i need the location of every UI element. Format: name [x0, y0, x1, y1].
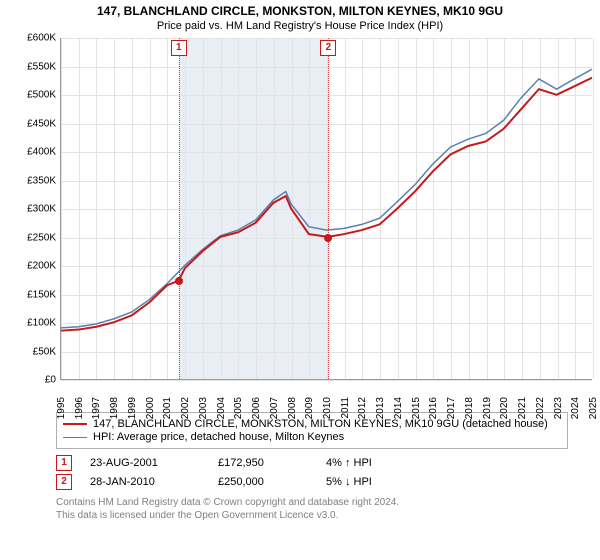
x-tick-label: 2020	[499, 397, 510, 419]
transaction-date: 23-AUG-2001	[90, 457, 200, 469]
x-tick-label: 2017	[446, 397, 457, 419]
footer-line1: Contains HM Land Registry data © Crown c…	[56, 496, 568, 509]
legend-swatch	[63, 437, 87, 438]
y-tick-label: £100K	[27, 318, 56, 329]
transaction-marker: 1	[56, 455, 72, 471]
x-tick-label: 2000	[145, 397, 156, 419]
marker-line-1	[179, 38, 180, 379]
x-tick-label: 2007	[269, 397, 280, 419]
y-tick-label: £0	[45, 375, 56, 386]
x-tick-label: 2004	[216, 397, 227, 419]
x-tick-label: 2024	[570, 397, 581, 419]
x-tick-label: 1997	[91, 397, 102, 419]
y-tick-label: £50K	[33, 346, 56, 357]
x-tick-label: 2005	[233, 397, 244, 419]
y-tick-label: £400K	[27, 147, 56, 158]
x-tick-label: 2011	[340, 397, 351, 419]
legend-swatch	[63, 423, 87, 425]
x-tick-label: 2018	[464, 397, 475, 419]
x-tick-label: 2012	[357, 397, 368, 419]
x-tick-label: 2006	[251, 397, 262, 419]
y-tick-label: £250K	[27, 232, 56, 243]
x-tick-label: 2014	[393, 397, 404, 419]
x-tick-label: 2013	[375, 397, 386, 419]
grid-v	[593, 38, 594, 379]
marker-line-2	[328, 38, 329, 379]
y-tick-label: £150K	[27, 289, 56, 300]
x-tick-label: 1995	[56, 397, 67, 419]
title-line2: Price paid vs. HM Land Registry's House …	[0, 20, 600, 32]
transaction-delta: 4% ↑ HPI	[326, 457, 372, 469]
y-tick-label: £500K	[27, 90, 56, 101]
y-tick-label: £350K	[27, 175, 56, 186]
transaction-date: 28-JAN-2010	[90, 476, 200, 488]
x-tick-label: 2022	[535, 397, 546, 419]
transaction-delta: 5% ↓ HPI	[326, 476, 372, 488]
series-property	[61, 78, 592, 331]
x-tick-label: 2009	[304, 397, 315, 419]
grid-h	[61, 380, 592, 381]
x-tick-label: 1996	[74, 397, 85, 419]
y-tick-label: £200K	[27, 261, 56, 272]
x-tick-label: 2016	[428, 397, 439, 419]
series-hpi	[61, 69, 592, 328]
series-lines	[61, 38, 592, 379]
legend-row-hpi: HPI: Average price, detached house, Milt…	[63, 431, 561, 443]
marker-label-1: 1	[171, 40, 187, 56]
legend-row-property: 147, BLANCHLAND CIRCLE, MONKSTON, MILTON…	[63, 418, 561, 430]
x-tick-label: 2010	[322, 397, 333, 419]
footer: Contains HM Land Registry data © Crown c…	[56, 496, 568, 522]
plot-area: 12	[60, 38, 592, 380]
legend-label: HPI: Average price, detached house, Milt…	[93, 431, 344, 443]
x-tick-label: 2019	[482, 397, 493, 419]
chart-container: 12 £0£50K£100K£150K£200K£250K£300K£350K£…	[36, 38, 596, 408]
marker-dot-2	[324, 234, 332, 242]
x-tick-label: 2002	[180, 397, 191, 419]
y-tick-label: £550K	[27, 61, 56, 72]
y-tick-label: £600K	[27, 33, 56, 44]
x-tick-label: 2003	[198, 397, 209, 419]
transaction-price: £250,000	[218, 476, 308, 488]
legend-label: 147, BLANCHLAND CIRCLE, MONKSTON, MILTON…	[93, 418, 548, 430]
x-tick-label: 2001	[162, 397, 173, 419]
x-tick-label: 1998	[109, 397, 120, 419]
transaction-row-2: 2 28-JAN-2010 £250,000 5% ↓ HPI	[56, 474, 568, 490]
x-tick-label: 2025	[588, 397, 599, 419]
x-tick-label: 2008	[287, 397, 298, 419]
y-tick-label: £450K	[27, 118, 56, 129]
footer-line2: This data is licensed under the Open Gov…	[56, 509, 568, 522]
transaction-price: £172,950	[218, 457, 308, 469]
y-tick-label: £300K	[27, 204, 56, 215]
x-tick-label: 2021	[517, 397, 528, 419]
title-line1: 147, BLANCHLAND CIRCLE, MONKSTON, MILTON…	[0, 4, 600, 18]
marker-dot-1	[175, 277, 183, 285]
transaction-row-1: 1 23-AUG-2001 £172,950 4% ↑ HPI	[56, 455, 568, 471]
x-tick-label: 2015	[411, 397, 422, 419]
x-tick-label: 2023	[553, 397, 564, 419]
x-tick-label: 1999	[127, 397, 138, 419]
marker-label-2: 2	[320, 40, 336, 56]
transactions: 1 23-AUG-2001 £172,950 4% ↑ HPI 2 28-JAN-2010…	[56, 455, 568, 490]
transaction-marker: 2	[56, 474, 72, 490]
